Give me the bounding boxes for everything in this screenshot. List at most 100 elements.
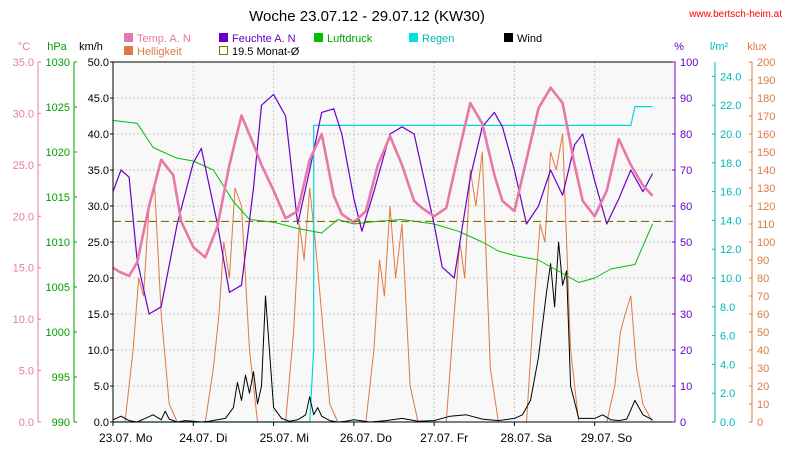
pressure-tick-label: 1015 [46,192,70,204]
wind-tick-label: 25.0 [88,237,109,249]
legend-label-monthly-avg: 19.5 Monat-Ø [232,46,300,58]
series-line-brightness [113,133,653,423]
legend-swatch-monthly-avg [219,46,228,55]
temp-tick-label: 20.0 [13,211,34,223]
brightness-tick-label: 150 [757,147,775,159]
temp-tick-label: 30.0 [13,108,34,120]
rain-axis-unit: l/m² [710,41,729,53]
brightness-tick-label: 10 [757,399,769,411]
x-tick-label: 28.07. Sa [500,431,552,445]
wind-tick-label: 30.0 [88,201,109,213]
brightness-tick-label: 180 [757,93,775,105]
humidity-tick-label: 50 [680,237,692,249]
wind-tick-label: 0.0 [94,417,109,429]
legend-label-rain: Regen [422,33,454,45]
legend-swatch-humidity [219,33,228,42]
brightness-tick-label: 80 [757,273,769,285]
brightness-tick-label: 70 [757,291,769,303]
rain-tick-label: 18.0 [720,158,741,170]
humidity-tick-label: 100 [680,57,698,69]
wind-tick-label: 20.0 [88,273,109,285]
wind-tick-label: 5.0 [94,381,109,393]
brightness-tick-label: 160 [757,129,775,141]
legend-label-pressure: Luftdruck [327,33,373,45]
rain-tick-label: 4.0 [720,359,735,371]
temp-tick-label: 0.0 [19,417,34,429]
humidity-tick-label: 40 [680,273,692,285]
legend-swatch-pressure [314,33,323,42]
rain-tick-label: 22.0 [720,100,741,112]
humidity-tick-label: 0 [680,417,686,429]
humidity-tick-label: 80 [680,129,692,141]
series-line-wind [112,241,653,423]
temp-axis-unit: °C [18,41,30,53]
brightness-tick-label: 120 [757,201,775,213]
rain-tick-label: 0.0 [720,417,735,429]
legend-swatch-rain [409,33,418,42]
pressure-tick-label: 1030 [46,57,70,69]
rain-tick-label: 24.0 [720,71,741,83]
brightness-tick-label: 140 [757,165,775,177]
series-line-rain [113,105,653,423]
wind-axis-unit: km/h [79,41,103,53]
pressure-tick-label: 1025 [46,102,70,114]
chart-title: Woche 23.07.12 - 29.07.12 (KW30) [249,8,485,25]
rain-tick-label: 16.0 [720,187,741,199]
x-tick-label: 27.07. Fr [420,431,468,445]
x-tick-label: 23.07. Mo [99,431,153,445]
x-tick-label: 26.07. Do [340,431,392,445]
brightness-tick-label: 40 [757,345,769,357]
humidity-axis-unit: % [674,41,684,53]
rain-tick-label: 12.0 [720,244,741,256]
wind-tick-label: 40.0 [88,129,109,141]
humidity-tick-label: 30 [680,309,692,321]
brightness-tick-label: 130 [757,183,775,195]
wind-tick-label: 15.0 [88,309,109,321]
legend-swatch-brightness [124,46,133,55]
x-tick-label: 24.07. Di [179,431,227,445]
wind-tick-label: 50.0 [88,57,109,69]
brightness-tick-label: 90 [757,255,769,267]
legend-label-brightness: Helligkeit [137,46,182,58]
brightness-axis-unit: klux [747,41,767,53]
rain-tick-label: 8.0 [720,302,735,314]
pressure-tick-label: 990 [52,417,70,429]
pressure-axis-unit: hPa [47,41,67,53]
humidity-tick-label: 20 [680,345,692,357]
pressure-tick-label: 1000 [46,327,70,339]
brightness-tick-label: 60 [757,309,769,321]
temp-tick-label: 10.0 [13,314,34,326]
pressure-tick-label: 1005 [46,282,70,294]
wind-tick-label: 45.0 [88,93,109,105]
legend-swatch-wind [504,33,513,42]
brightness-tick-label: 110 [757,219,775,231]
source-credit: www.bertsch-heim.at [688,9,782,20]
x-tick-label: 25.07. Mi [260,431,309,445]
legend-label-humidity: Feuchte A. N [232,33,296,45]
rain-tick-label: 20.0 [720,129,741,141]
legend-swatch-temp [124,33,133,42]
series-line-temp [112,86,654,278]
pressure-tick-label: 1020 [46,147,70,159]
brightness-tick-label: 20 [757,381,769,393]
legend-label-temp: Temp. A. N [137,33,191,45]
humidity-tick-label: 60 [680,201,692,213]
brightness-tick-label: 30 [757,363,769,375]
brightness-tick-label: 100 [757,237,775,249]
series-line-humidity [112,93,654,315]
brightness-tick-label: 190 [757,75,775,87]
temp-tick-label: 15.0 [13,263,34,275]
pressure-tick-label: 1010 [46,237,70,249]
x-tick-label: 29.07. So [581,431,633,445]
temp-tick-label: 35.0 [13,57,34,69]
legend-label-wind: Wind [517,33,542,45]
rain-tick-label: 10.0 [720,273,741,285]
temp-tick-label: 25.0 [13,160,34,172]
brightness-tick-label: 50 [757,327,769,339]
wind-tick-label: 10.0 [88,345,109,357]
brightness-tick-label: 0 [757,417,763,429]
humidity-tick-label: 90 [680,93,692,105]
rain-tick-label: 6.0 [720,331,735,343]
pressure-tick-label: 995 [52,372,70,384]
